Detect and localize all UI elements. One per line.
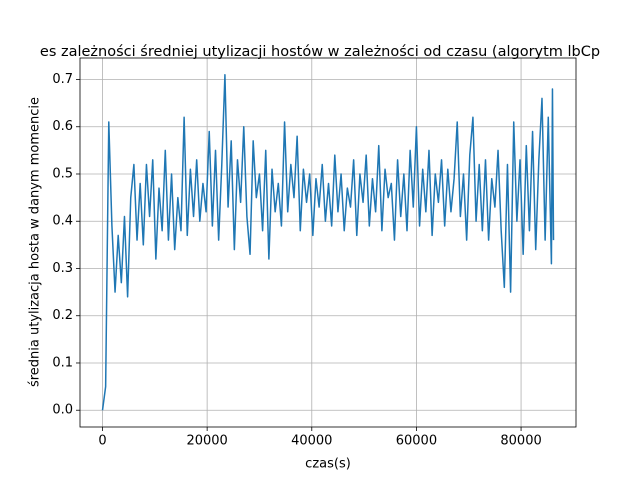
y-tick-label: 0.4 <box>52 214 73 229</box>
y-tick-label: 0.3 <box>52 261 73 276</box>
y-axis-label: średnia utylizacja hosta w danym momenci… <box>28 97 43 387</box>
plot-frame <box>79 57 577 428</box>
x-tick-label: 40000 <box>291 434 332 449</box>
x-tick-label: 80000 <box>500 434 541 449</box>
y-tick-label: 0.1 <box>52 355 73 370</box>
x-tick-label: 60000 <box>396 434 437 449</box>
y-tick-label: 0.0 <box>52 403 73 418</box>
chart-title: es zależności średniej utylizacji hostów… <box>40 44 600 60</box>
x-tick-label: 20000 <box>186 434 227 449</box>
y-tick-label: 0.5 <box>52 166 73 181</box>
data-line <box>101 74 555 411</box>
y-tick-label: 0.6 <box>52 119 73 134</box>
x-axis-label: czas(s) <box>305 457 351 472</box>
y-tick-label: 0.2 <box>52 308 73 323</box>
x-tick-label: 0 <box>98 434 106 449</box>
y-tick-label: 0.7 <box>52 72 73 87</box>
